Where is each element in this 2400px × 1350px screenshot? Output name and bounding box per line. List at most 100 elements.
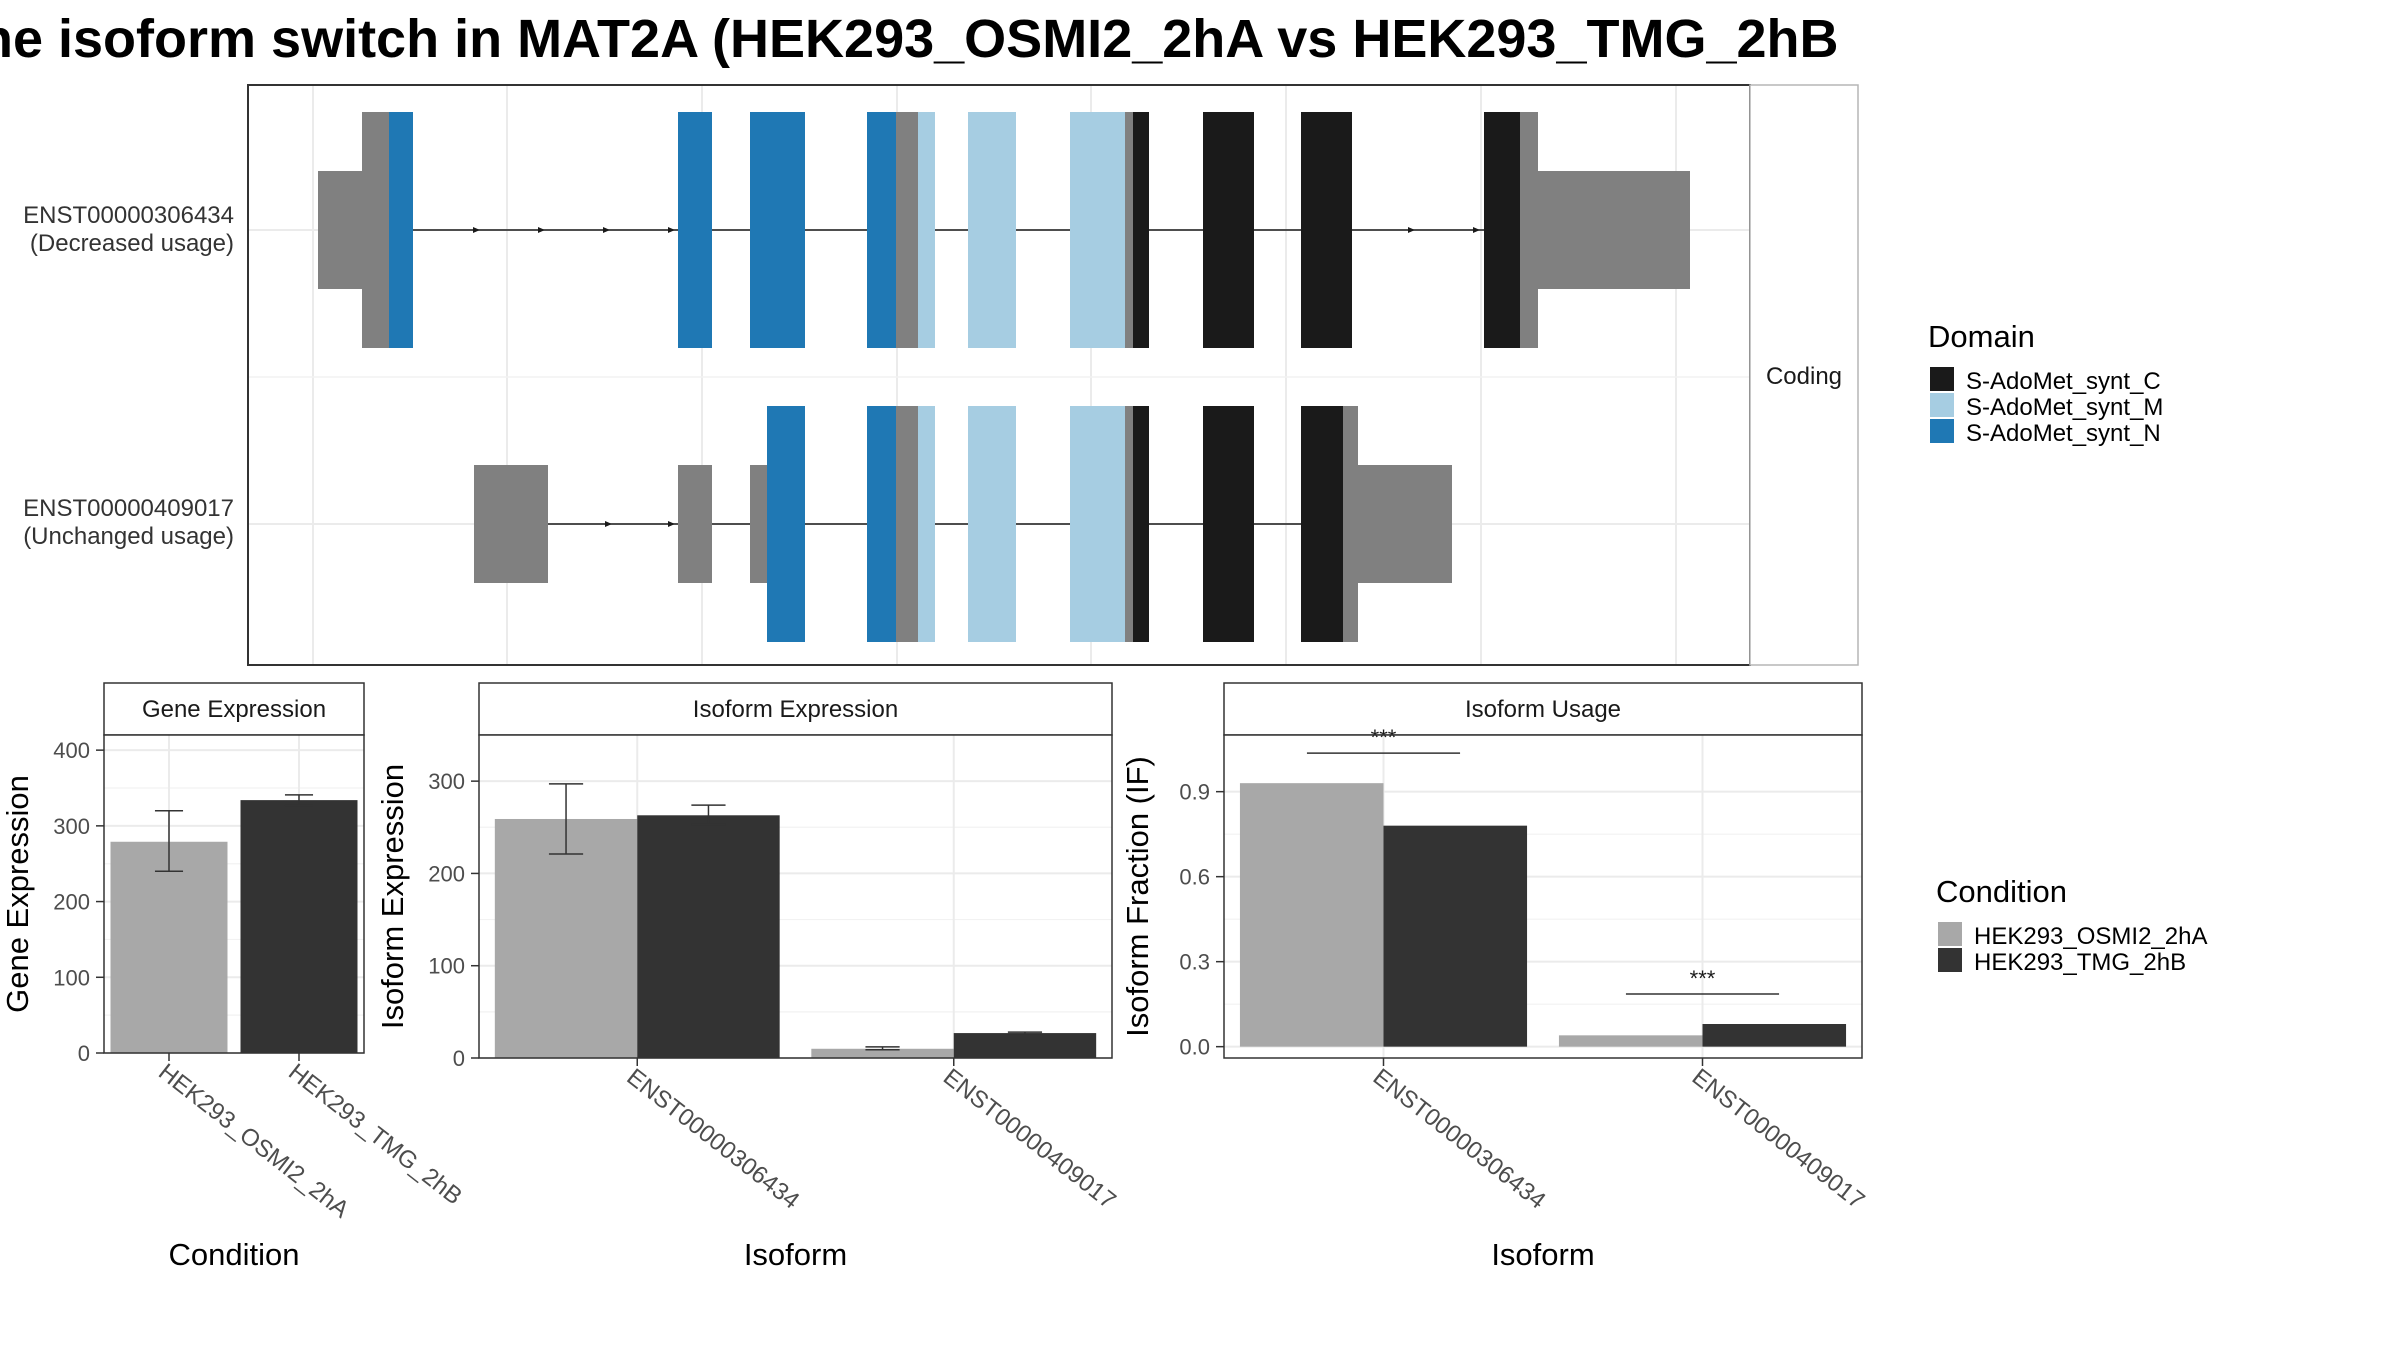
exon-domain-s-adomet-synt-m [918,406,935,642]
utr-block [750,465,767,583]
structure-marks [318,112,1690,642]
panel-strip-label: Gene Expression [142,696,326,723]
x-tick-label: ENST00000306434 [1368,1063,1551,1214]
legend-label-s-adomet-synt-n: S-AdoMet_synt_N [1966,420,2161,447]
y-tick-label: 0.3 [1179,950,1210,975]
facet-label-coding: Coding [1766,363,1842,390]
legend-key-s-adomet-synt-n [1930,419,1954,443]
legend-label-s-adomet-synt-c: S-AdoMet_synt_C [1966,368,2161,395]
bar [637,815,780,1058]
y-tick-label: 300 [428,769,465,794]
utr-block [1358,465,1452,583]
exon-domain-s-adomet-synt-c [1133,112,1149,348]
exon-domain-s-adomet-synt-m [968,406,1016,642]
bar [494,818,638,1058]
panel-border [1223,734,1863,1059]
exon-domain-s-adomet-synt-c [1301,406,1343,642]
transcript-label-id: ENST00000409017 [23,495,234,522]
y-tick-label: 0 [78,1041,90,1066]
y-tick-label: 100 [53,965,90,990]
strand-arrow [605,521,612,527]
transcript-label-note: (Unchanged usage) [23,523,234,550]
bar [110,841,228,1053]
panel-strip-label: Isoform Expression [693,696,898,723]
panel-strip-label: Isoform Usage [1465,696,1621,723]
exon-domain-s-adomet-synt-c [1484,112,1520,348]
isoform-usage-panel: Isoform Usage 0.0 0.3 0.6 0.9 *** ENST00000306… [1120,682,1870,1272]
panel-strip [103,682,365,736]
exon-domain-s-adomet-synt-n [767,406,805,642]
panel-strip [478,682,1113,736]
legend-label-hek293-tmg-2hb: HEK293_TMG_2hB [1974,949,2186,976]
x-axis-title: Condition [169,1237,300,1272]
panel-border [103,734,365,1054]
x-tick-label: ENST00000306434 [622,1063,805,1214]
exon-domain-s-adomet-synt-n [678,112,712,348]
exon-domain-s-adomet-synt-n [867,112,896,348]
y-axis-title: Isoform Fraction (IF) [1120,756,1155,1037]
legend-label-s-adomet-synt-m: S-AdoMet_synt_M [1966,394,2163,421]
significance-label: *** [1371,725,1397,750]
x-tick-label: ENST00000409017 [1687,1063,1870,1214]
transcript-label-id: ENST00000306434 [23,202,234,229]
bar [1383,825,1528,1047]
bar [1702,1024,1847,1047]
significance-label: *** [1690,966,1716,991]
y-axis-title: Isoform Expression [375,764,410,1029]
strand-arrow [473,227,480,233]
utr-block [896,112,918,348]
panel-strip [1223,682,1863,736]
domain-legend-title: Domain [1928,319,2035,354]
x-tick-label: ENST00000409017 [938,1063,1121,1214]
legend-label-hek293-osmi2-2ha: HEK293_OSMI2_2hA [1974,923,2207,950]
strand-arrow [1408,227,1415,233]
transcript-structure-panel: Coding ENST00000306434 (Decreased usage)… [23,84,1859,666]
isoform-expression-panel: Isoform Expression 0 100 200 300 ENST00000306… [375,682,1121,1272]
exon-domain-s-adomet-synt-m [918,112,935,348]
exon-domain-s-adomet-synt-n [389,112,413,348]
bar [1239,783,1384,1047]
structure-facet-strip [1749,84,1859,666]
utr-block [1125,112,1133,348]
y-tick-label: 200 [428,861,465,886]
gene-expression-panel: Gene Expression0100200300400HEK293_OSMI2… [0,682,467,1272]
exon-domain-s-adomet-synt-m [1070,406,1125,642]
legend-key-hek293-osmi2-2ha [1938,922,1962,946]
exon-domain-s-adomet-synt-c [1301,112,1352,348]
y-tick-label: 200 [53,890,90,915]
legend-key-s-adomet-synt-c [1930,367,1954,391]
utr-block [318,171,362,289]
legend-key-hek293-tmg-2hb [1938,948,1962,972]
strand-arrow [668,227,675,233]
bar [1558,1035,1703,1047]
utr-block [474,465,548,583]
strand-arrow [1473,227,1480,233]
y-tick-label: 400 [53,738,90,763]
exon-domain-s-adomet-synt-c [1133,406,1149,642]
exon-domain-s-adomet-synt-c [1203,112,1254,348]
y-tick-label: 100 [428,954,465,979]
condition-legend: Condition HEK293_OSMI2_2hA HEK293_TMG_2h… [1936,874,2207,976]
transcript-label-note: (Decreased usage) [30,230,234,257]
figure-title: he isoform switch in MAT2A (HEK293_OSMI2… [0,9,1839,69]
utr-block [1538,171,1690,289]
utr-block [896,406,918,642]
y-tick-label: 0.6 [1179,865,1210,890]
exon-domain-s-adomet-synt-m [1070,112,1125,348]
panel-border [478,734,1113,1059]
exon-domain-s-adomet-synt-n [867,406,896,642]
bar [953,1033,1097,1058]
x-axis-title: Isoform [1491,1237,1594,1272]
y-tick-label: 300 [53,814,90,839]
strand-arrow [603,227,610,233]
strand-arrow [668,521,675,527]
exon-domain-s-adomet-synt-m [968,112,1016,348]
y-axis-title: Gene Expression [0,775,35,1013]
y-tick-label: 0.0 [1179,1035,1210,1060]
utr-block [678,465,712,583]
exon-domain-s-adomet-synt-c [1203,406,1254,642]
exon-domain-s-adomet-synt-n [750,112,805,348]
y-tick-label: 0 [453,1046,465,1071]
x-axis-title: Isoform [744,1237,847,1272]
